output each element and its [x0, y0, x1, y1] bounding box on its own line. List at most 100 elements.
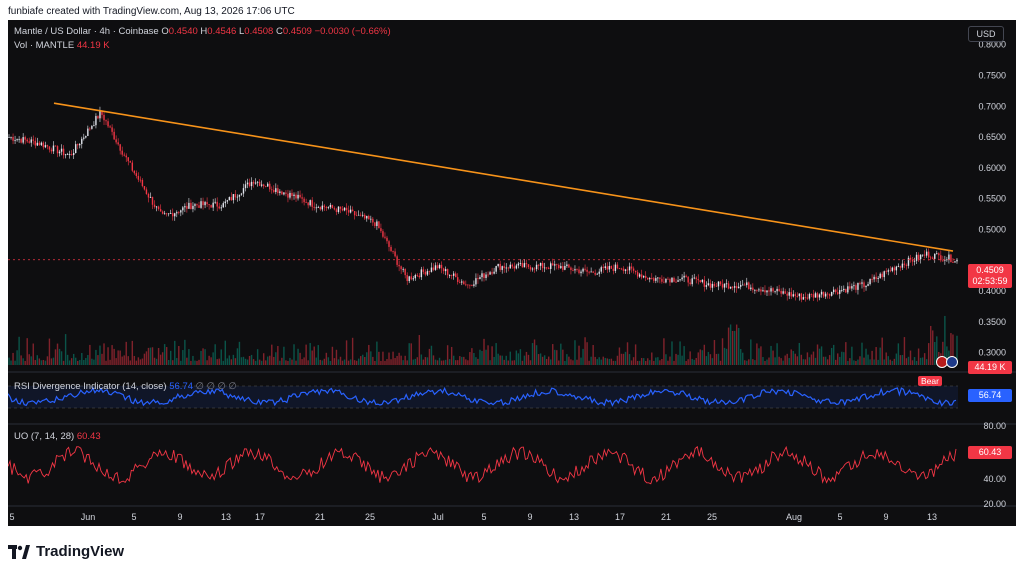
volume-bar [824, 356, 827, 365]
candle-body [873, 276, 875, 280]
volume-bar [683, 346, 685, 365]
candle-body [750, 287, 752, 290]
volume-bar [345, 340, 348, 365]
volume-bar [357, 358, 360, 365]
candle-body [58, 151, 61, 154]
volume-bar [469, 352, 471, 365]
volume-bar [212, 352, 214, 365]
candle-body [909, 257, 912, 260]
chart-canvas[interactable]: 0.8000 0.7500 0.7000 0.6500 0.6000 0.5500 0.50… [8, 20, 1016, 526]
candle-body [176, 212, 178, 214]
volume-bar [273, 356, 275, 365]
candle-body [212, 202, 214, 208]
candle-body [99, 110, 101, 119]
volume-bar [281, 357, 283, 365]
candle-body [701, 279, 704, 282]
candle-body [845, 288, 847, 293]
candle-body [410, 276, 412, 280]
candle-body [683, 275, 685, 278]
currency-button[interactable]: USD [968, 26, 1004, 42]
price-tick-label: 0.6500 [978, 132, 1006, 142]
volume-bar [392, 351, 394, 365]
volume-bar [297, 348, 299, 365]
volume-bar [645, 360, 647, 365]
volume-label[interactable]: Vol · MANTLE [14, 40, 75, 51]
event-icon[interactable] [946, 356, 958, 368]
volume-bar [487, 345, 489, 365]
candle-body [665, 278, 667, 283]
candle-body [260, 184, 263, 186]
volume-bar [663, 338, 665, 365]
candle-body [808, 294, 811, 299]
candle-body [390, 246, 392, 252]
candle-body [174, 213, 176, 217]
volume-bar [679, 341, 681, 365]
uo-label[interactable]: UO (7, 14, 28) [14, 431, 75, 442]
candle-body [574, 269, 576, 271]
candle-body [927, 251, 930, 258]
candle-body [687, 276, 689, 283]
candle-body [586, 269, 588, 272]
candle-body [44, 145, 47, 148]
price-tick-label: 0.4000 [978, 286, 1006, 296]
rsi-label[interactable]: RSI Divergence Indicator (14, close) [14, 381, 167, 392]
candle-body [507, 267, 509, 269]
low-label: L [238, 26, 245, 37]
chart-panel[interactable]: 0.8000 0.7500 0.7000 0.6500 0.6000 0.5500 0.50… [8, 20, 1016, 526]
candle-body [467, 284, 469, 286]
candle-body [434, 265, 437, 270]
volume-bar [582, 348, 584, 365]
candle-body [36, 142, 39, 146]
candle-body [776, 288, 778, 292]
candle-body [416, 275, 419, 276]
candle-body [455, 273, 457, 278]
volume-bar [877, 359, 879, 365]
candle-body [513, 266, 516, 269]
candle-body [632, 268, 635, 271]
volume-bar [10, 360, 12, 365]
volume-bar [123, 355, 125, 365]
candle-body [618, 268, 621, 270]
candle-body [693, 277, 695, 279]
volume-bar [188, 349, 190, 365]
candle-body [125, 155, 127, 158]
candle-body [398, 264, 400, 267]
volume-bar [198, 359, 200, 365]
volume-bar [723, 347, 726, 365]
volume-bar [410, 343, 412, 365]
volume-bar [182, 350, 184, 365]
candle-body [843, 288, 845, 291]
candle-body [640, 274, 643, 278]
candle-body [812, 294, 815, 298]
candle-body [307, 202, 309, 206]
candle-body [345, 207, 348, 211]
candle-body [188, 202, 190, 209]
volume-bar [632, 357, 635, 365]
volume-bar [313, 346, 315, 365]
candle-body [721, 284, 724, 288]
volume-bar [721, 338, 724, 365]
candle-body [147, 193, 150, 198]
volume-value: 44.19 K [76, 40, 110, 51]
candle-body [362, 214, 364, 216]
volume-bar [495, 343, 497, 365]
volume-bar [234, 358, 237, 365]
symbol-title[interactable]: Mantle / US Dollar · 4h · Coinbase [14, 26, 159, 37]
volume-bar [129, 360, 131, 365]
candle-body [337, 206, 340, 212]
volume-bar [547, 356, 550, 365]
candle-body [107, 121, 109, 127]
tradingview-logo[interactable]: TradingView [8, 543, 124, 560]
candle-body [131, 162, 134, 171]
candle-body [289, 192, 291, 198]
volume-bar [529, 360, 532, 365]
volume-bar [12, 352, 14, 365]
volume-bar [776, 343, 778, 365]
candle-body [695, 277, 697, 280]
candle-body [796, 295, 799, 297]
volume-bar [794, 353, 796, 365]
volume-bar [258, 359, 261, 365]
volume-bar [153, 357, 156, 365]
candle-body [323, 205, 326, 208]
volume-bar [471, 348, 473, 365]
